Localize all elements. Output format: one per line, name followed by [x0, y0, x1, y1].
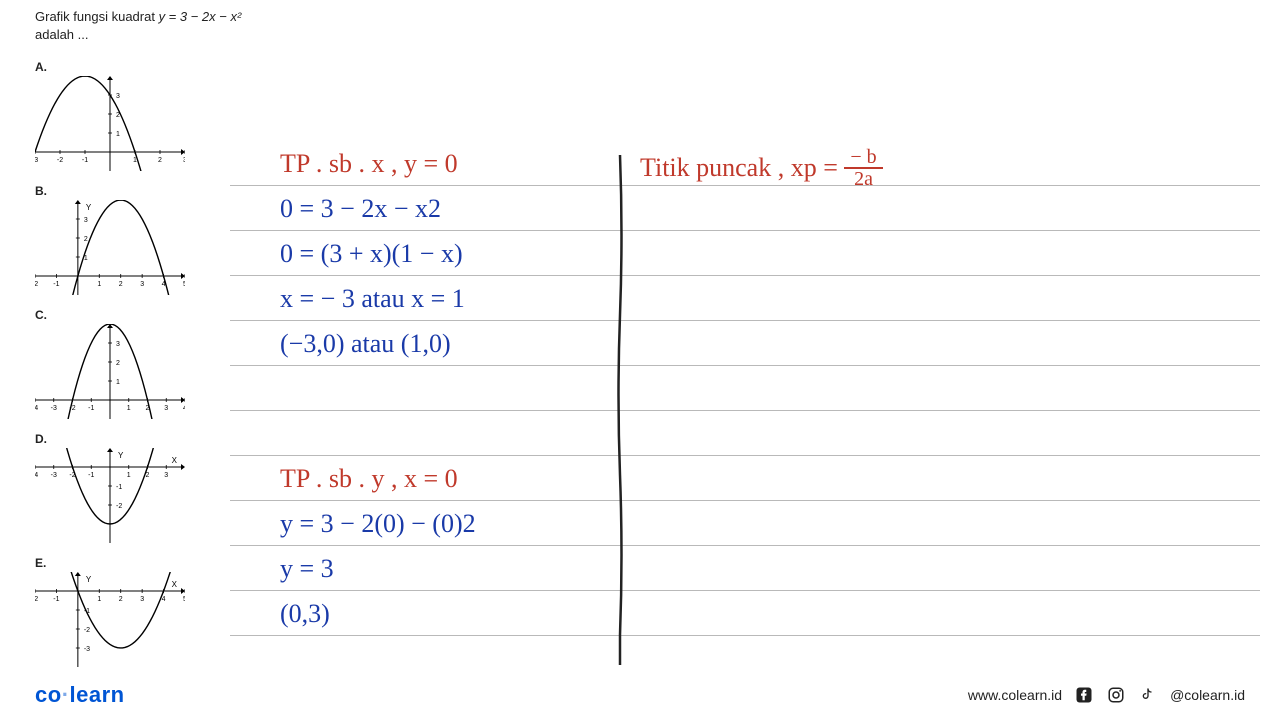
tiktok-icon: [1138, 685, 1158, 705]
svg-text:-1: -1: [88, 472, 94, 479]
svg-text:3: 3: [183, 157, 185, 164]
svg-text:1: 1: [116, 379, 120, 386]
svg-text:X: X: [172, 456, 178, 465]
svg-text:3: 3: [164, 405, 168, 412]
svg-text:-1: -1: [116, 484, 122, 491]
choice-label: E.: [35, 556, 215, 570]
svg-text:2: 2: [119, 596, 123, 603]
svg-text:1: 1: [116, 131, 120, 138]
svg-text:1: 1: [127, 472, 131, 479]
svg-text:-2: -2: [35, 281, 38, 288]
svg-text:Y: Y: [118, 451, 124, 460]
svg-text:5: 5: [183, 281, 185, 288]
svg-text:2: 2: [116, 360, 120, 367]
svg-text:-3: -3: [35, 157, 38, 164]
instagram-icon: [1106, 685, 1126, 705]
choice-label: C.: [35, 308, 215, 322]
svg-text:3: 3: [116, 93, 120, 100]
svg-text:-4: -4: [35, 472, 38, 479]
svg-text:1: 1: [97, 596, 101, 603]
svg-text:Y: Y: [86, 575, 92, 584]
svg-text:X: X: [172, 580, 178, 589]
handwriting-line: y = 3: [280, 554, 334, 584]
svg-text:1: 1: [127, 405, 131, 412]
svg-text:-2: -2: [35, 596, 38, 603]
choice-label: A.: [35, 60, 215, 74]
svg-text:-1: -1: [53, 281, 59, 288]
handwriting-line: 0 = 3 − 2x − x2: [280, 194, 441, 224]
choice-label: B.: [35, 184, 215, 198]
svg-text:3: 3: [116, 341, 120, 348]
footer-handle: @colearn.id: [1170, 687, 1245, 703]
svg-text:-1: -1: [53, 596, 59, 603]
svg-text:3: 3: [140, 281, 144, 288]
rule-line: [230, 590, 1260, 591]
rule-line: [230, 410, 1260, 411]
svg-text:-2: -2: [57, 157, 63, 164]
choice-C: C.-4-3-2-11234123: [35, 308, 215, 424]
rule-line: [230, 275, 1260, 276]
svg-text:4: 4: [183, 405, 185, 412]
logo-part2: learn: [70, 682, 125, 707]
facebook-icon: [1074, 685, 1094, 705]
mini-graph: -2-112345123Y: [35, 200, 185, 295]
svg-text:2: 2: [84, 236, 88, 243]
svg-text:-1: -1: [82, 157, 88, 164]
svg-text:4: 4: [162, 596, 166, 603]
svg-text:2: 2: [119, 281, 123, 288]
answer-choices: A. -3 -2 -1 1 2 3 1 2 3 B. -2 -1 1 2 3 4 5 1 2 3 Y C. -4 -3 -2 -1 1…: [35, 60, 215, 680]
handwriting-line: x = − 3 atau x = 1: [280, 284, 465, 314]
vertical-divider: [615, 155, 625, 665]
logo-dot: ·: [62, 682, 70, 707]
footer-right: www.colearn.id @colearn.id: [968, 685, 1245, 705]
handwriting-line: y = 3 − 2(0) − (0)2: [280, 509, 476, 539]
question-text: Grafik fungsi kuadrat y = 3 − 2x − x² ad…: [35, 8, 241, 44]
question-line1-prefix: Grafik fungsi kuadrat: [35, 9, 159, 24]
svg-text:Y: Y: [86, 203, 92, 212]
choice-D: D.-4-3-2-1123-1-2YX: [35, 432, 215, 548]
question-equation: y = 3 − 2x − x²: [159, 9, 242, 24]
choice-E: E.-2-112345-1-2-3YX: [35, 556, 215, 672]
svg-text:-2: -2: [84, 627, 90, 634]
ruled-area: [230, 155, 1260, 655]
footer-url: www.colearn.id: [968, 687, 1062, 703]
choice-A: A.-3-2-1123123: [35, 60, 215, 176]
handwriting-line: (0,3): [280, 599, 330, 629]
mini-graph: -2-112345-1-2-3YX: [35, 572, 185, 667]
footer: co·learn www.colearn.id @colearn.id: [0, 680, 1280, 710]
choice-B: B.-2-112345123Y: [35, 184, 215, 300]
handwriting-line: TP . sb . y , x = 0: [280, 464, 458, 494]
svg-text:1: 1: [97, 281, 101, 288]
choice-label: D.: [35, 432, 215, 446]
handwriting-line: (−3,0) atau (1,0): [280, 329, 451, 359]
rule-line: [230, 230, 1260, 231]
mini-graph: -3-2-1123123: [35, 76, 185, 171]
svg-text:-3: -3: [51, 405, 57, 412]
mini-graph: -4-3-2-1123-1-2YX: [35, 448, 185, 543]
rule-line: [230, 500, 1260, 501]
svg-text:-1: -1: [88, 405, 94, 412]
rule-line: [230, 635, 1260, 636]
svg-text:3: 3: [84, 217, 88, 224]
svg-text:-2: -2: [116, 503, 122, 510]
mini-graph: -4-3-2-11234123: [35, 324, 185, 419]
rule-line: [230, 365, 1260, 366]
rule-line: [230, 320, 1260, 321]
svg-text:-3: -3: [84, 646, 90, 653]
rule-line: [230, 455, 1260, 456]
svg-text:3: 3: [164, 472, 168, 479]
rule-line: [230, 545, 1260, 546]
svg-text:2: 2: [158, 157, 162, 164]
handwriting-line: Titik puncak , xp = − b 2a: [640, 149, 883, 191]
handwriting-line: 0 = (3 + x)(1 − x): [280, 239, 463, 269]
logo-part1: co: [35, 682, 62, 707]
svg-text:-3: -3: [51, 472, 57, 479]
svg-text:-4: -4: [35, 405, 38, 412]
handwriting-line: TP . sb . x , y = 0: [280, 149, 458, 179]
svg-text:5: 5: [183, 596, 185, 603]
svg-text:3: 3: [140, 596, 144, 603]
question-line2: adalah ...: [35, 27, 89, 42]
logo: co·learn: [35, 682, 125, 708]
